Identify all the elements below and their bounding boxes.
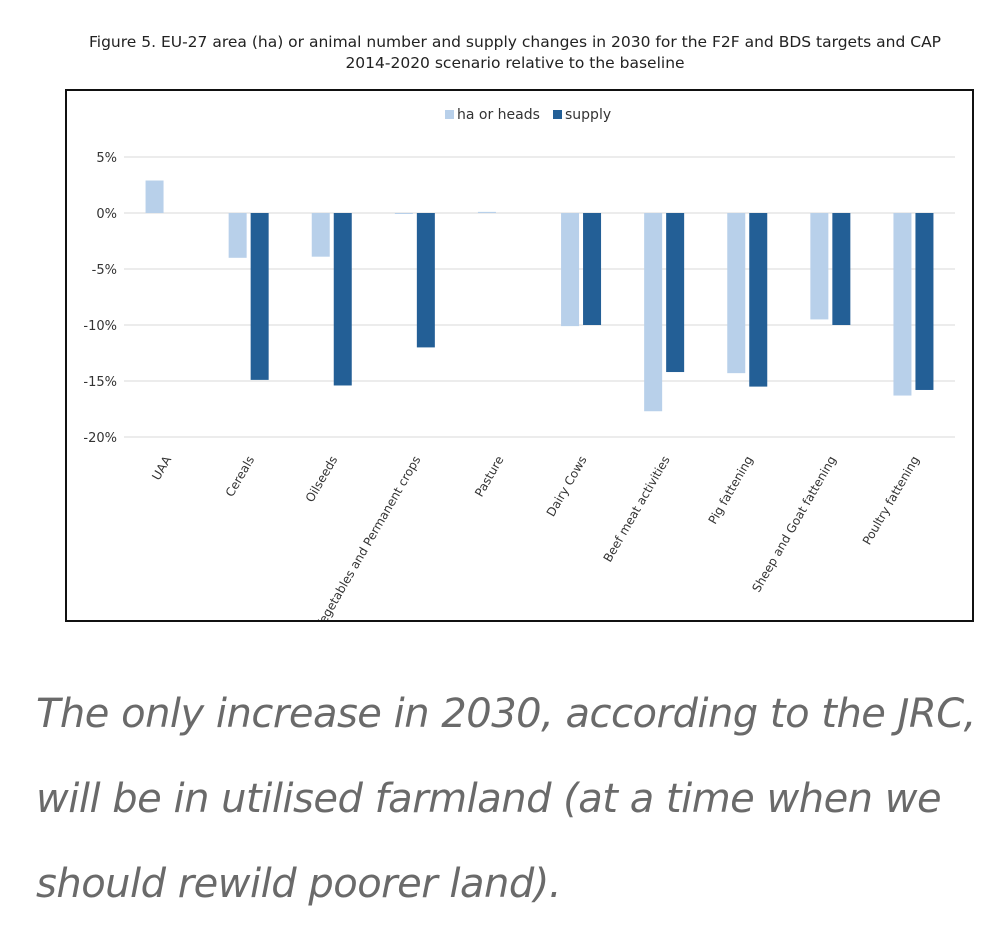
legend-swatch [445, 110, 454, 119]
bar-chart: 5%0%-5%-10%-15%-20%UAA Cereals OilseedsVeg… [83, 107, 955, 620]
bar-supply [915, 213, 934, 390]
bar-supply [416, 213, 435, 348]
bar-ha-or-heads [394, 213, 413, 214]
bar-supply [749, 213, 768, 387]
bar-ha-or-heads [145, 180, 164, 213]
y-tick-label: -10% [83, 319, 117, 334]
x-tick-label: Cereals [223, 454, 258, 500]
chart-frame: 5% 0% -5% -10% -15% -20% UAA Cereals Oilseeds Veg… [65, 89, 974, 622]
caption-text: The only increase in 2030, according to … [36, 691, 976, 907]
x-tick-label: Pasture [472, 454, 506, 500]
bar-ha-or-heads [810, 213, 829, 320]
legend-swatch [553, 110, 562, 119]
y-tick-label: -20% [83, 431, 117, 446]
x-tick-label: Pig fattening [706, 454, 756, 527]
bar-supply [333, 213, 352, 386]
x-tick-label: Poultry fattening [860, 454, 922, 548]
legend-label: ha or heads [457, 107, 540, 123]
bar-supply [250, 213, 269, 380]
x-tick-label: UAA [149, 453, 174, 483]
x-tick-label: Oilseeds [303, 454, 341, 505]
bar-ha-or-heads [561, 213, 580, 327]
figure-title-line-1: Figure 5. EU-27 area (ha) or animal numb… [88, 33, 942, 51]
y-tick-label: 0% [96, 207, 117, 222]
bar-supply [666, 213, 685, 373]
bar-ha-or-heads [893, 213, 912, 396]
x-tick-label: Beef meat activities [601, 454, 673, 565]
figure-title: Figure 5. EU-27 area (ha) or animal numb… [40, 32, 990, 74]
y-tick-label: -15% [83, 375, 117, 390]
x-tick-label: Dairy Cows [544, 454, 590, 520]
bar-ha-or-heads [727, 213, 746, 374]
figure-title-line-2: 2014-2020 scenario relative to the basel… [345, 54, 685, 72]
bar-ha-or-heads [644, 213, 663, 412]
bar-supply [583, 213, 602, 325]
legend-label: supply [565, 107, 611, 123]
x-tick-label: Sheep and Goat fattening [749, 454, 839, 595]
bar-ha-or-heads [477, 211, 496, 213]
y-tick-label: -5% [92, 263, 117, 278]
y-tick-label: 5% [96, 151, 117, 166]
bar-ha-or-heads [311, 213, 330, 257]
bar-ha-or-heads [228, 213, 247, 258]
bar-supply [832, 213, 851, 325]
